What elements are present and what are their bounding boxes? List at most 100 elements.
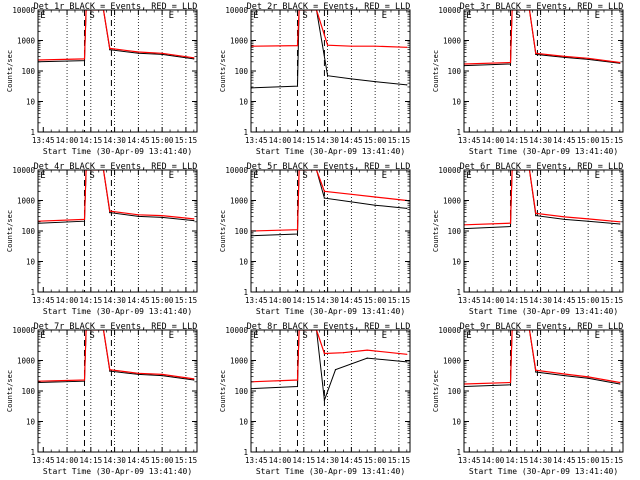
data-point — [509, 384, 512, 386]
y-tick-label: 100 — [21, 67, 35, 76]
x-tick-label: 14:45 — [127, 136, 150, 145]
chart-title: Det 3r BLACK = Events, RED = LLD — [460, 2, 624, 12]
x-tick-label: 15:15 — [388, 136, 411, 145]
data-point — [535, 53, 537, 56]
y-tick-label: 1 — [30, 448, 35, 457]
x-tick-label: 14:30 — [316, 136, 339, 145]
data-point — [161, 216, 163, 218]
lld-series-line — [38, 170, 194, 222]
x-tick-label: 14:45 — [127, 456, 150, 465]
data-point — [563, 216, 565, 218]
x-tick-label: 14:45 — [340, 456, 363, 465]
chart-title: Det 4r BLACK = Events, RED = LLD — [34, 162, 198, 172]
x-tick-label: 14:30 — [103, 136, 126, 145]
data-point — [323, 190, 325, 192]
data-point — [137, 215, 139, 217]
data-point — [350, 201, 352, 203]
chart-panel: Det 6r BLACK = Events, RED = LLD Counts/s… — [432, 162, 624, 316]
y-tick-label: 100 — [447, 67, 461, 76]
data-point — [137, 373, 139, 375]
y-axis-label: Counts/sec — [219, 370, 227, 412]
marker-e-label: E — [169, 331, 174, 341]
data-point — [161, 375, 163, 377]
data-point — [350, 193, 352, 195]
x-tick-label: 13:45 — [458, 296, 481, 305]
x-tick-label: 14:45 — [340, 296, 363, 305]
y-axis-label: Counts/sec — [219, 210, 227, 252]
marker-e-label: E — [382, 11, 387, 21]
x-tick-label: 14:30 — [529, 296, 552, 305]
lld-series-line — [464, 170, 620, 226]
y-tick-label: 10000 — [225, 166, 248, 175]
data-point — [296, 85, 299, 87]
data-point — [109, 210, 111, 212]
chart-panel: Det 2r BLACK = Events, RED = LLD Counts/s… — [219, 2, 411, 156]
y-tick-label: 100 — [234, 67, 248, 76]
y-axis-label: Counts/sec — [432, 210, 440, 252]
y-tick-label: 100 — [234, 227, 248, 236]
data-point — [619, 61, 621, 64]
data-point — [374, 196, 376, 198]
lld-series-line — [38, 330, 194, 382]
marker-s-label: S — [89, 331, 94, 341]
y-tick-label: 10 — [452, 98, 462, 107]
data-point — [83, 60, 86, 62]
y-tick-label: 1 — [456, 448, 461, 457]
y-tick-label: 1000 — [443, 197, 462, 206]
data-point — [587, 376, 589, 378]
data-point — [535, 371, 537, 373]
x-tick-label: 15:15 — [601, 136, 624, 145]
y-tick-label: 100 — [234, 387, 248, 396]
y-tick-label: 10000 — [12, 326, 35, 335]
data-point — [83, 379, 86, 381]
x-tick-label: 14:15 — [506, 136, 529, 145]
x-tick-label: 14:45 — [127, 296, 150, 305]
y-tick-label: 100 — [447, 387, 461, 396]
chart-title: Det 2r BLACK = Events, RED = LLD — [247, 2, 411, 12]
y-tick-label: 10 — [239, 98, 249, 107]
lld-series-line — [251, 10, 407, 48]
x-tick-label: 14:00 — [269, 456, 292, 465]
x-tick-label: 13:45 — [32, 456, 55, 465]
x-tick-label: 14:00 — [269, 136, 292, 145]
data-point — [296, 385, 299, 388]
x-tick-label: 14:30 — [103, 296, 126, 305]
lld-series-line — [464, 330, 620, 385]
plot-frame — [37, 9, 198, 133]
marker-s-label: S — [302, 171, 307, 181]
marker-s-label: S — [89, 171, 94, 181]
x-tick-label: 13:45 — [245, 296, 268, 305]
x-tick-label: 15:00 — [577, 136, 600, 145]
y-tick-label: 1000 — [230, 197, 249, 206]
plot-frame — [37, 169, 198, 293]
x-tick-label: 13:45 — [458, 456, 481, 465]
x-tick-label: 14:15 — [293, 296, 316, 305]
x-tick-label: 15:00 — [151, 296, 174, 305]
marker-e-label: E — [466, 171, 471, 181]
x-tick-label: 14:00 — [56, 456, 79, 465]
data-point — [563, 375, 565, 377]
x-tick-label: 14:00 — [56, 296, 79, 305]
data-point — [587, 220, 589, 222]
data-point — [587, 377, 589, 379]
marker-e-label: E — [595, 331, 600, 341]
data-point — [587, 57, 589, 59]
x-tick-label: 15:00 — [577, 296, 600, 305]
marker-e-label: E — [40, 331, 45, 341]
y-tick-label: 10 — [26, 418, 36, 427]
x-tick-label: 13:45 — [32, 136, 55, 145]
y-tick-label: 10000 — [12, 166, 35, 175]
x-tick-label: 15:00 — [364, 456, 387, 465]
data-point — [563, 218, 565, 220]
plot-frame — [37, 329, 198, 453]
marker-e-label: E — [169, 171, 174, 181]
y-tick-label: 10000 — [438, 166, 461, 175]
data-point — [374, 204, 376, 206]
x-axis-label: Start Time (30-Apr-09 13:41:40) — [469, 147, 618, 156]
chart-title: Det 6r BLACK = Events, RED = LLD — [460, 162, 624, 172]
data-point — [323, 352, 325, 355]
x-axis-label: Start Time (30-Apr-09 13:41:40) — [43, 467, 192, 476]
y-tick-label: 1 — [30, 128, 35, 137]
data-point — [563, 55, 565, 58]
chart-title: Det 8r BLACK = Events, RED = LLD — [247, 322, 411, 332]
